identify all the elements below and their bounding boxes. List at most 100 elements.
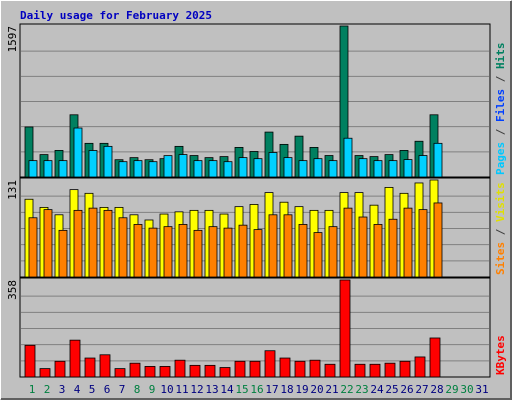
x-tick-label: 13 [205,383,218,396]
bar [268,214,278,278]
bar [249,360,261,378]
bar [99,354,111,378]
bar [373,224,383,278]
bar [73,127,83,178]
bar [298,224,308,278]
bar [103,145,113,178]
legend-entry: Pages [494,142,507,175]
legend: Sites / Visits [494,182,507,275]
bar [358,158,368,178]
legend-entry: / [494,222,507,242]
x-tick-label: 20 [310,383,323,396]
bar [264,350,276,378]
bar [73,209,83,278]
bar [418,155,428,178]
bar [373,160,383,178]
legend-entry: / [494,69,507,89]
legend: Pages / Files / Hits [494,43,507,176]
bar [24,344,36,378]
y-tick-label: 358 [6,280,19,300]
x-tick-label: 28 [430,383,443,396]
bar [28,160,38,178]
x-tick-label: 19 [295,383,308,396]
bar [313,158,323,178]
x-tick-label: 9 [149,383,156,396]
legend-entry: Sites [494,242,507,275]
bar [268,152,278,178]
x-tick-label: 11 [175,383,188,396]
bar [324,363,336,378]
bar [283,214,293,278]
bar [403,159,413,178]
bar [343,207,353,278]
x-tick-label: 16 [250,383,263,396]
bar [399,360,411,378]
x-tick-label: 21 [325,383,338,396]
bar [129,362,141,378]
bar [414,356,426,378]
bar [163,155,173,178]
bar [339,279,351,378]
bar [358,216,368,278]
bar [204,364,216,378]
bar [343,137,353,178]
bar [69,339,81,378]
x-tick-label: 7 [119,383,126,396]
x-tick-label: 1 [29,383,36,396]
chart-title: Daily usage for February 2025 [20,9,212,22]
legend-entry: Visits [494,182,507,222]
bar [118,161,128,178]
x-tick-label: 23 [355,383,368,396]
x-tick-label: 29 [445,383,458,396]
x-tick-label: 10 [160,383,173,396]
bar [178,154,188,178]
bar [159,366,171,378]
x-tick-label: 14 [220,383,234,396]
legend-entry: Hits [494,43,507,70]
bar [174,359,186,378]
bar [39,368,51,378]
bar [163,226,173,278]
x-tick-label: 22 [340,383,353,396]
bar [193,160,203,178]
x-tick-label: 31 [475,383,488,396]
bar [43,209,53,278]
bar [253,158,263,178]
bar [253,229,263,278]
bar [388,218,398,278]
bar [219,367,231,378]
bar [369,363,381,378]
x-tick-label: 15 [235,383,248,396]
x-tick-label: 30 [460,383,473,396]
x-tick-label: 18 [280,383,293,396]
bar [429,337,441,378]
bar [178,224,188,278]
y-tick-label: 131 [6,180,19,200]
bar [84,357,96,378]
x-tick-label: 17 [265,383,278,396]
bar [238,224,248,278]
bar [54,360,66,378]
bar [133,160,143,178]
bar [223,161,233,178]
bar [234,360,246,378]
x-tick-label: 4 [74,383,81,396]
bar [223,227,233,278]
bar [43,160,53,178]
bar [103,209,113,278]
bar [58,229,68,278]
bar [328,160,338,178]
bar [279,357,291,378]
bar [88,207,98,278]
x-tick-label: 5 [89,383,96,396]
bar [114,368,126,378]
x-tick-label: 12 [190,383,203,396]
legend: KBytes [494,335,507,375]
legend-entry: / [494,122,507,142]
bar [118,217,128,278]
bar [148,227,158,278]
bar [28,217,38,278]
bar [193,229,203,278]
